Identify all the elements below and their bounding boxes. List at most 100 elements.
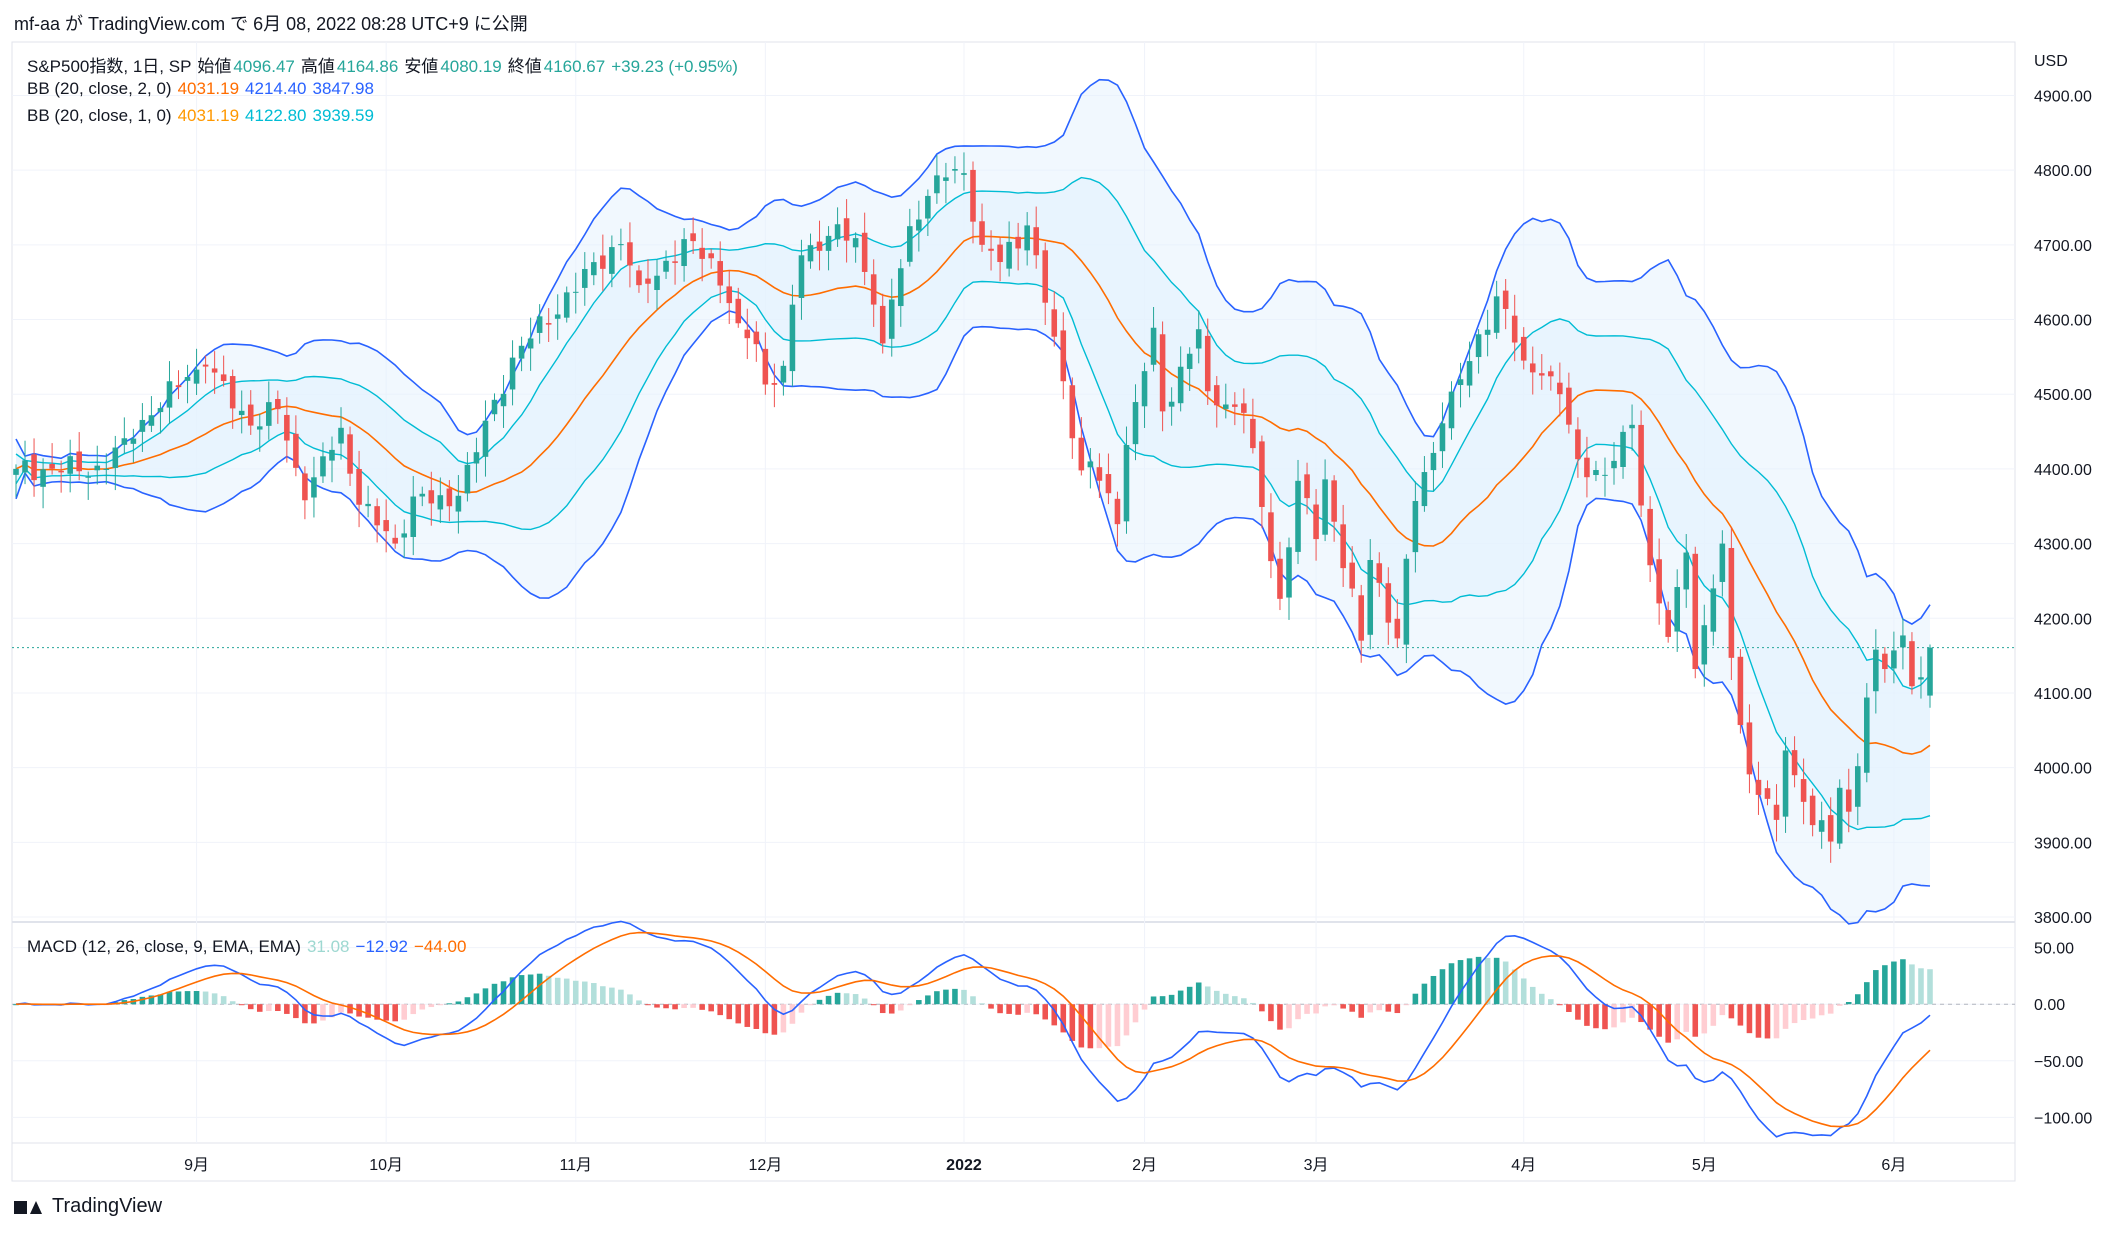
- candle-body: [1529, 363, 1536, 373]
- legend-bb2[interactable]: BB (20, close, 2, 0) 4031.19 4214.40 3847.9…: [27, 79, 380, 99]
- macd-histogram-bar: [1701, 1004, 1708, 1034]
- candle-body: [419, 493, 426, 497]
- macd-histogram-bar: [1484, 957, 1491, 1005]
- macd-histogram-bar: [365, 1004, 371, 1018]
- price-tick-label: 4200.00: [2034, 611, 2092, 628]
- macd-histogram-bar: [1331, 1004, 1337, 1006]
- bb2-lower: 3847.98: [312, 79, 374, 98]
- macd-histogram-bar: [491, 983, 498, 1005]
- candle-body: [1484, 329, 1491, 335]
- candle-body: [1602, 474, 1608, 476]
- candle-body: [771, 383, 778, 385]
- macd-histogram-bar: [1259, 1004, 1265, 1012]
- candle-body: [1277, 558, 1283, 599]
- footer-brand[interactable]: TradingView: [14, 1195, 162, 1218]
- candle-body: [961, 173, 967, 175]
- candle-body: [1520, 336, 1527, 361]
- candle-body: [600, 255, 606, 269]
- candle-body: [591, 262, 597, 276]
- legend-symbol[interactable]: S&P500指数, 1日, SP: [27, 57, 192, 76]
- candle-body: [338, 427, 344, 444]
- candle-body: [275, 398, 281, 410]
- macd-histogram-bar: [609, 987, 615, 1005]
- macd-histogram-bar: [1213, 990, 1220, 1005]
- candle-body: [1259, 441, 1265, 507]
- macd-histogram-bar: [1186, 986, 1193, 1005]
- macd-histogram-bar: [1809, 1004, 1816, 1019]
- candle-body: [1096, 467, 1103, 481]
- candle-body: [121, 438, 128, 445]
- price-tick-label: 4100.00: [2034, 686, 2092, 703]
- candle-body: [699, 247, 705, 259]
- candle-body: [103, 468, 110, 470]
- macd-histogram-bar: [1529, 986, 1536, 1005]
- macd-histogram-bar: [1683, 1004, 1690, 1032]
- macd-tick-label: 0.00: [2034, 997, 2065, 1014]
- macd-histogram-bar: [284, 1004, 290, 1014]
- candle-body: [609, 247, 615, 274]
- candle-body: [1493, 296, 1500, 333]
- macd-hist-value: 31.08: [306, 937, 350, 956]
- candle-body: [527, 338, 534, 349]
- macd-histogram-bar: [446, 1003, 453, 1005]
- bb2-label: BB (20, close, 2, 0): [27, 79, 172, 98]
- macd-histogram-bar: [870, 1004, 877, 1006]
- macd-signal-line: [15, 931, 1931, 1128]
- candle-body: [1773, 804, 1780, 820]
- time-tick-label: 12月: [748, 1157, 782, 1174]
- candle-body: [1854, 766, 1861, 807]
- candle-body: [1891, 650, 1897, 669]
- candle-body: [1015, 236, 1021, 249]
- candle-body: [491, 399, 498, 415]
- macd-histogram-bar: [1268, 1004, 1274, 1022]
- candle-body: [347, 434, 353, 474]
- macd-histogram-bar: [780, 1004, 787, 1033]
- macd-histogram-bar: [816, 999, 823, 1005]
- macd-histogram-bar: [1665, 1004, 1671, 1043]
- time-axis[interactable]: 9月 10月 11月 12月 2022 2月 3月 4月 5月 6月: [184, 1157, 1906, 1174]
- macd-histogram-bar: [1755, 1004, 1762, 1038]
- time-tick-label: 11月: [559, 1157, 592, 1174]
- macd-histogram-bar: [997, 1004, 1003, 1014]
- macd-histogram-bar: [1195, 982, 1202, 1005]
- macd-histogram-bar: [518, 975, 525, 1005]
- candle-body: [1611, 460, 1617, 469]
- candle-body: [1123, 444, 1130, 522]
- candle-body: [1746, 722, 1753, 775]
- candle-body: [735, 298, 742, 324]
- macd-histogram-bar: [1421, 983, 1428, 1005]
- macd-histogram-bar: [1168, 994, 1175, 1005]
- macd-histogram-bar: [690, 1004, 696, 1008]
- candle-body: [934, 175, 940, 194]
- price-tick-label: 4500.00: [2034, 387, 2092, 404]
- candle-body: [76, 451, 82, 472]
- price-axis[interactable]: 3800.00 3900.00 4000.00 4100.00 4200.00 4300.…: [2034, 88, 2092, 1127]
- price-tick-label: 4000.00: [2034, 761, 2092, 778]
- macd-histogram-bar: [329, 1004, 335, 1018]
- candle-body: [220, 374, 227, 382]
- price-tick-label: 4600.00: [2034, 313, 2092, 330]
- candle-body: [1737, 656, 1744, 726]
- macd-histogram-bar: [1548, 999, 1554, 1005]
- macd-histogram-bar: [1710, 1004, 1717, 1026]
- macd-histogram-bar: [1105, 1004, 1112, 1047]
- candle-body: [365, 503, 371, 507]
- macd-histogram-bar: [1069, 1004, 1076, 1041]
- candle-body: [1701, 625, 1708, 665]
- legend-macd[interactable]: MACD (12, 26, close, 9, EMA, EMA) 31.08 −1…: [27, 937, 472, 957]
- time-tick-label: 5月: [1692, 1157, 1717, 1174]
- macd-histogram-bar: [654, 1004, 660, 1008]
- macd-histogram-bar: [1864, 982, 1870, 1005]
- macd-histogram-bar: [1629, 1004, 1635, 1018]
- bb1-basis: 4031.19: [177, 106, 240, 125]
- legend-bb1[interactable]: BB (20, close, 1, 0) 4031.19 4122.80 3939.5…: [27, 106, 380, 126]
- bb-lower-2sd: [15, 310, 1931, 925]
- macd-histogram-bar: [934, 991, 940, 1005]
- price-tick-label: 3800.00: [2034, 910, 2092, 927]
- macd-histogram-bar: [536, 973, 543, 1005]
- macd-histogram-bar: [1737, 1004, 1744, 1026]
- candle-body: [943, 177, 949, 181]
- macd-histogram-bar: [1656, 1004, 1662, 1037]
- macd-histogram-bar: [852, 994, 859, 1005]
